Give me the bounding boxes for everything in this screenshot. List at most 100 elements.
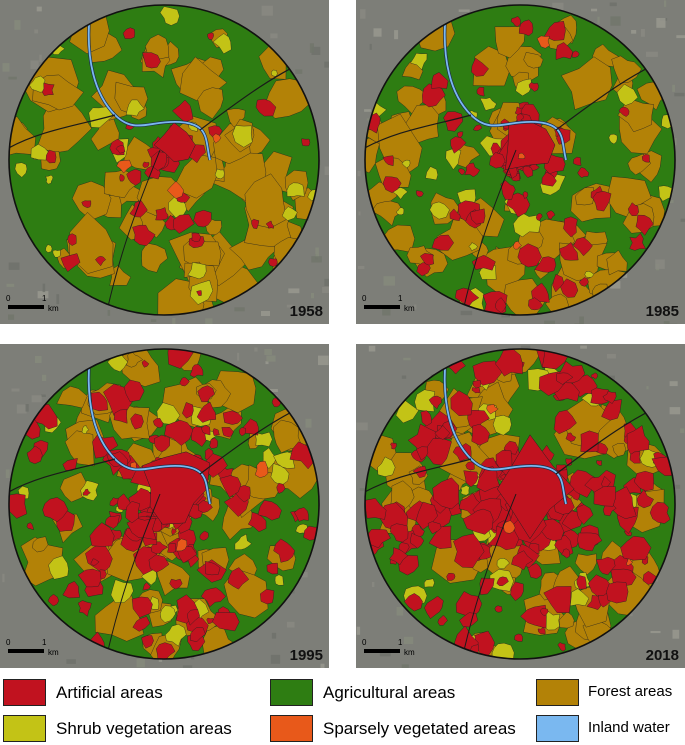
satellite-texture xyxy=(610,3,617,7)
year-label: 1995 xyxy=(290,647,323,664)
satellite-texture xyxy=(610,16,620,25)
satellite-texture xyxy=(272,633,276,639)
satellite-texture xyxy=(288,288,299,293)
satellite-texture xyxy=(43,284,46,293)
legend-swatch xyxy=(536,679,579,706)
satellite-texture xyxy=(675,485,680,489)
artificial-area xyxy=(495,606,502,613)
artificial-area xyxy=(302,139,310,146)
satellite-texture xyxy=(9,263,20,270)
legend-label: Forest areas xyxy=(588,683,672,700)
scale-start-label: 0 xyxy=(6,294,10,303)
legend-label: Agricultural areas xyxy=(323,683,455,703)
satellite-texture xyxy=(664,0,666,7)
satellite-texture xyxy=(358,171,361,177)
satellite-texture xyxy=(544,321,555,324)
satellite-texture xyxy=(655,260,665,269)
legend-label: Sparsely vegetated areas xyxy=(323,719,516,739)
year-label: 1958 xyxy=(290,303,323,320)
map-panel-1958: 0 1 km 1958 xyxy=(0,0,329,324)
satellite-texture xyxy=(357,627,360,635)
satellite-texture xyxy=(461,311,473,315)
satellite-texture xyxy=(270,33,277,38)
satellite-texture xyxy=(318,356,329,366)
shrub-vegetation-area xyxy=(275,575,284,586)
satellite-texture xyxy=(372,582,375,587)
artificial-area xyxy=(42,83,54,96)
scale-unit-label: km xyxy=(404,648,415,657)
scale-end-label: 1 xyxy=(42,638,46,647)
satellite-texture xyxy=(370,44,372,50)
satellite-texture xyxy=(664,321,670,324)
satellite-texture xyxy=(30,60,38,69)
satellite-texture xyxy=(287,622,295,628)
satellite-texture xyxy=(321,664,325,668)
scale-bar: 0 1 km xyxy=(6,294,64,316)
year-label: 2018 xyxy=(646,647,679,664)
satellite-texture xyxy=(8,77,16,80)
satellite-texture xyxy=(14,20,20,30)
satellite-texture xyxy=(151,319,156,322)
satellite-texture xyxy=(37,7,42,12)
land-cover-map xyxy=(0,344,329,668)
satellite-texture xyxy=(262,6,273,16)
scale-start-label: 0 xyxy=(362,638,366,647)
satellite-texture xyxy=(41,395,46,398)
scale-start-label: 0 xyxy=(6,638,10,647)
satellite-texture xyxy=(324,62,329,68)
satellite-texture xyxy=(172,318,175,324)
satellite-texture xyxy=(397,607,404,616)
satellite-texture xyxy=(656,18,665,28)
satellite-texture xyxy=(670,381,678,386)
artificial-area xyxy=(168,543,176,552)
satellite-texture xyxy=(646,386,648,389)
satellite-texture xyxy=(3,63,10,72)
scale-bar: 0 1 km xyxy=(362,294,420,316)
satellite-texture xyxy=(325,167,329,176)
satellite-texture xyxy=(306,419,312,428)
scale-unit-label: km xyxy=(404,304,415,313)
satellite-texture xyxy=(7,284,15,287)
satellite-texture xyxy=(674,93,684,97)
satellite-texture xyxy=(579,317,584,325)
satellite-texture xyxy=(360,9,365,19)
scale-bar-line xyxy=(8,305,44,309)
satellite-texture xyxy=(315,248,319,258)
satellite-texture xyxy=(183,665,192,668)
land-cover-map xyxy=(356,0,685,324)
satellite-texture xyxy=(374,28,382,36)
satellite-texture xyxy=(34,29,38,33)
satellite-texture xyxy=(403,358,410,361)
scale-bar-line xyxy=(364,649,400,653)
satellite-texture xyxy=(205,318,212,324)
map-panel-2018: 0 1 km 2018 xyxy=(356,344,685,668)
scale-end-label: 1 xyxy=(42,294,46,303)
satellite-texture xyxy=(295,69,302,74)
scale-bar: 0 1 km xyxy=(6,638,64,660)
scale-end-label: 1 xyxy=(398,638,402,647)
scale-unit-label: km xyxy=(48,304,59,313)
legend-swatch xyxy=(3,679,46,706)
satellite-texture xyxy=(631,30,636,34)
satellite-texture xyxy=(459,9,470,12)
legend-swatch xyxy=(270,679,313,706)
satellite-texture xyxy=(402,664,409,668)
satellite-texture xyxy=(237,353,239,361)
scale-unit-label: km xyxy=(48,648,59,657)
scale-bar-line xyxy=(364,305,400,309)
satellite-texture xyxy=(681,219,685,222)
legend-swatch xyxy=(3,715,46,742)
scale-start-label: 0 xyxy=(362,294,366,303)
satellite-texture xyxy=(322,287,329,293)
satellite-texture xyxy=(597,17,599,24)
artificial-area xyxy=(606,582,628,603)
satellite-texture xyxy=(12,389,20,392)
legend-swatch xyxy=(536,715,579,742)
satellite-texture xyxy=(2,574,4,582)
satellite-texture xyxy=(641,29,645,37)
satellite-texture xyxy=(646,52,658,57)
satellite-texture xyxy=(358,266,365,269)
satellite-texture xyxy=(137,659,145,668)
satellite-texture xyxy=(26,404,29,412)
legend-label: Artificial areas xyxy=(56,683,163,703)
